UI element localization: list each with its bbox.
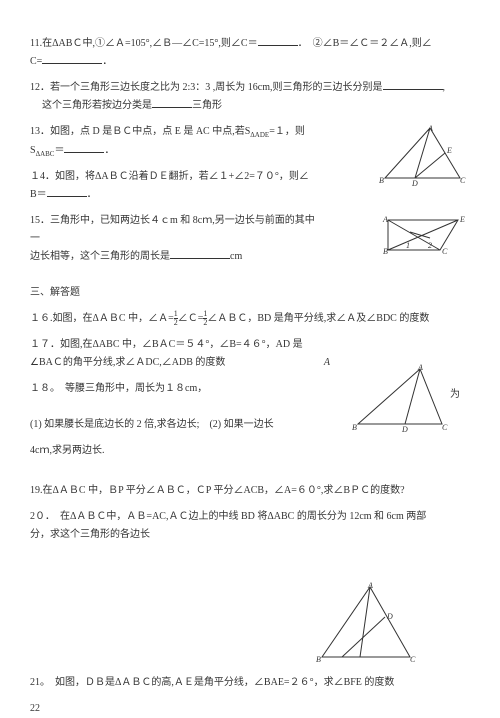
question-13-14-row: 13．如图，点 D 是ＢＣ中点，点 E 是 AC 中点,若SΔADE=１，则 S…	[30, 123, 470, 212]
q12-text-3: 三角形	[192, 100, 222, 111]
blank	[258, 35, 298, 46]
label-C: C	[442, 247, 448, 256]
q11-text-2: ． ②∠B＝∠Ｃ＝２∠Ａ,则∠	[298, 38, 432, 49]
question-15: 15．三角形中，已知两边长４ｃm 和 8cｍ,另一边长与前面的其中 一 边长相等…	[30, 212, 380, 266]
blank	[383, 79, 443, 90]
label-C: C	[410, 655, 416, 664]
blank	[47, 186, 87, 197]
q11-text-1: 11.在ΔABＣ中,①∠Ａ=105°,∠Ｂ—∠C=15°,则∠C＝	[30, 38, 258, 49]
q16-text-2: ∠Ｃ=	[178, 313, 204, 324]
blank	[152, 97, 192, 108]
blank	[64, 142, 104, 153]
q11-dot: ．	[102, 56, 112, 67]
figure-13: A B C D E	[375, 123, 470, 195]
q15-text-2: 边长相等，这个三角形的周长是	[30, 251, 170, 262]
question-14: １4．如图，将ΔAＢＣ沿着ＤＥ翻折，若∠１+∠2=７０°，则∠ B＝ ．	[30, 168, 375, 204]
question-13: 13．如图，点 D 是ＢＣ中点，点 E 是 AC 中点,若SΔADE=１，则 S…	[30, 123, 375, 160]
label-E: E	[459, 215, 465, 224]
question-17: １７．如图,在ΔABC 中，∠BＡC＝５４°，∠B=４６°，AD 是 ∠BAＣ的…	[30, 336, 350, 372]
label-B: B	[383, 247, 388, 256]
question-20: 2０． 在ΔＡＢＣ中，ＡＢ=AC,ＡＣ边上的中线 BD 将ΔABC 的周长分为 …	[30, 508, 470, 544]
q15-text-1: 15．三角形中，已知两边长４ｃm 和 8cｍ,另一边长与前面的其中	[30, 215, 315, 226]
q13-dot: ．	[104, 145, 114, 156]
label-D: D	[411, 179, 418, 188]
q13-sub1: ΔADE	[250, 131, 269, 139]
blank	[42, 53, 102, 64]
question-22: 22	[30, 700, 470, 718]
q14-text-2: B＝	[30, 189, 47, 200]
question-18-cont: 4cｍ,求另两边长.	[30, 442, 470, 460]
q17-text-1: １７．如图,在ΔABC 中，∠BＡC＝５４°，∠B=４６°，AD 是	[30, 339, 303, 350]
q14-dot: ．	[87, 189, 97, 200]
label-B: B	[379, 176, 384, 185]
label-A: A	[367, 582, 373, 590]
q14-text-1: １4．如图，将ΔAＢＣ沿着ＤＥ翻折，若∠１+∠2=７０°，则∠	[30, 171, 309, 182]
q13-eq1: =１，则	[269, 126, 305, 137]
q18-tail: 为	[450, 336, 470, 404]
q19-text: 19.在ΔＡＢC 中，ＢP 平分∠ＡＢＣ，ＣP 平分∠ACB，∠A=６０°,求∠…	[30, 485, 405, 496]
label-E: E	[446, 146, 452, 155]
label-1: 1	[406, 241, 410, 250]
question-19: 19.在ΔＡＢC 中，ＢP 平分∠ＡＢＣ，ＣP 平分∠ACB，∠A=６０°,求∠…	[30, 482, 470, 500]
q11-text-3: C=	[30, 56, 42, 67]
question-12: 12．若一个三角形三边长度之比为 2:3：3 ,周长为 16cm,则三角形的三边…	[30, 79, 470, 115]
label-B: B	[316, 655, 321, 664]
q12-text-1: 12．若一个三角形三边长度之比为 2:3：3 ,周长为 16cm,则三角形的三边…	[30, 82, 383, 93]
q13-sub2: ΔABC	[36, 150, 55, 158]
q18-text-2: (1) 如果腰长是底边长的 2 倍,求各边长; (2) 如果一边长	[30, 419, 274, 430]
section-3-title: 三、解答题	[30, 284, 470, 302]
q16-text-1: １６.如图，在ΔＡＢC 中，∠Ａ=	[30, 313, 174, 324]
q17-text-2: ∠BAＣ的角平分线,求∠ＡDC,∠ADB 的度数	[30, 357, 225, 368]
label-A-standalone: A	[324, 354, 330, 372]
q16-text-3: ∠ＡＢＣ，BD 是角平分线,求∠Ａ及∠BDC 的度数	[207, 313, 429, 324]
label-B: B	[352, 423, 357, 432]
question-17-18-row: １７．如图,在ΔABC 中，∠BＡC＝５４°，∠B=４６°，AD 是 ∠BAＣ的…	[30, 336, 470, 442]
q22-text: 22	[30, 703, 40, 714]
blank	[170, 248, 230, 259]
q13-eq2: ＝	[54, 145, 64, 156]
question-15-row: 15．三角形中，已知两边长４ｃm 和 8cｍ,另一边长与前面的其中 一 边长相等…	[30, 212, 470, 274]
label-A: A	[417, 364, 423, 372]
label-2: 2	[428, 241, 432, 250]
q12-text-2: 这个三角形若按边分类是	[42, 100, 152, 111]
label-D: D	[386, 612, 393, 621]
q18-text-3: 4cｍ,求另两边长.	[30, 445, 104, 456]
figure-21: A D B C	[30, 582, 470, 674]
q20-text-1: 2０． 在ΔＡＢＣ中，ＡＢ=AC,ＡＣ边上的中线 BD 将ΔABC 的周长分为 …	[30, 511, 426, 522]
question-18: １８。 等腰三角形中，周长为１８cm， (1) 如果腰长是底边长的 2 倍,求各…	[30, 380, 350, 434]
question-11: 11.在ΔABＣ中,①∠Ａ=105°,∠Ｂ—∠C=15°,则∠C＝ ． ②∠B＝∠…	[30, 35, 470, 71]
label-C: C	[442, 423, 448, 432]
label-D: D	[401, 425, 408, 434]
q21-text: 21。 如图，ＤＢ是ΔＡＢＣ的高,ＡＥ是角平分线，∠BAE=２６°，求∠BFE …	[30, 677, 394, 688]
q13-text-1: 13．如图，点 D 是ＢＣ中点，点 E 是 AC 中点,若S	[30, 126, 250, 137]
q18-text-1: １８。 等腰三角形中，周长为１８cm，	[30, 383, 207, 394]
q15-unit: cm	[230, 251, 242, 262]
question-16: １６.如图，在ΔＡＢC 中，∠Ａ=12∠Ｃ=12∠ＡＢＣ，BD 是角平分线,求∠…	[30, 310, 470, 328]
figure-17: A B D C	[350, 364, 450, 441]
label-A: A	[427, 124, 433, 133]
question-21: 21。 如图，ＤＢ是ΔＡＢＣ的高,ＡＥ是角平分线，∠BAE=２６°，求∠BFE …	[30, 674, 470, 692]
q20-text-2: 分，求这个三角形的各边长	[30, 529, 150, 540]
label-C: C	[460, 176, 466, 185]
